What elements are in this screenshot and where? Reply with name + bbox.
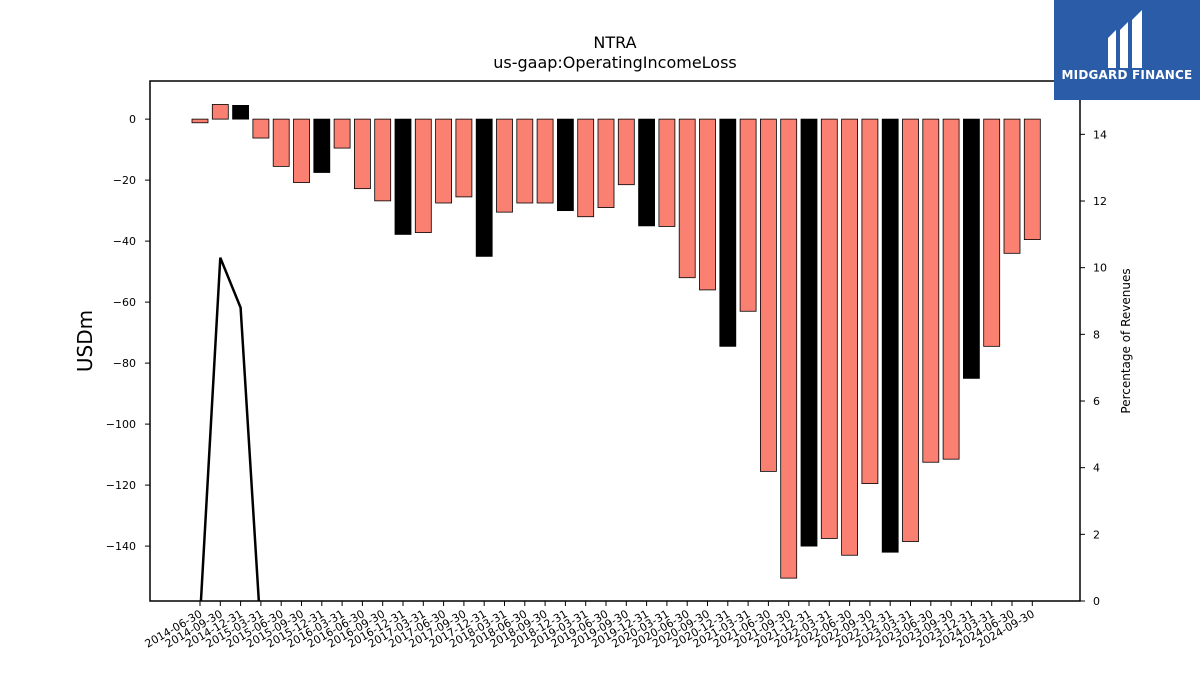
y-tick-label: −60 — [113, 296, 136, 309]
bar-2016-09-30 — [374, 118, 392, 202]
bar-2023-09-30 — [942, 118, 960, 460]
bar-2021-06-30 — [760, 118, 777, 472]
y2-tick-label: 14 — [1093, 128, 1107, 141]
bar-2015-09-30 — [293, 118, 310, 183]
bar-2021-09-30 — [780, 118, 798, 579]
y-tick-label: −120 — [106, 479, 136, 492]
bar-2018-03-31 — [496, 118, 513, 213]
chart-title: NTRA — [593, 33, 636, 52]
y2-axis-label: Percentage of Revenues — [1119, 268, 1133, 413]
y2-tick-label: 0 — [1093, 595, 1100, 608]
y-tick-label: 0 — [129, 113, 136, 126]
bar-2022-09-30 — [861, 118, 879, 484]
bar-2022-03-31 — [820, 118, 838, 539]
y2-tick-label: 8 — [1093, 328, 1100, 341]
bar-2019-06-30 — [597, 118, 615, 208]
y-tick-label: −100 — [106, 418, 136, 431]
bar-2021-12-31 — [800, 118, 818, 547]
bar-2018-12-31 — [557, 118, 574, 212]
bar-2024-06-30 — [1003, 118, 1021, 254]
y2-tick-label: 6 — [1093, 395, 1100, 408]
bar-2016-03-31 — [333, 118, 351, 149]
line-layer — [199, 257, 261, 601]
left-axis: 0 −20 −40 −60 −80 −100 −120 −140 — [106, 113, 150, 553]
bar-2016-06-30 — [353, 118, 371, 190]
percentage-line — [199, 257, 261, 601]
bar-2017-03-31 — [414, 118, 432, 233]
midgard-logo-icon — [1108, 10, 1142, 68]
bar-2023-03-31 — [902, 118, 919, 542]
bar-2020-12-31 — [719, 118, 737, 347]
y2-tick-label: 12 — [1093, 195, 1107, 208]
bar-2014-12-31 — [232, 105, 250, 120]
y-tick-label: −20 — [113, 174, 136, 187]
bar-2017-09-30 — [455, 118, 473, 198]
bar-2017-06-30 — [435, 118, 453, 204]
bars-group — [191, 104, 1041, 579]
bar-2023-12-31 — [963, 118, 980, 379]
y2-tick-label: 10 — [1093, 262, 1107, 275]
bar-2015-06-30 — [272, 118, 290, 167]
brand-logo: MIDGARD FINANCE — [1054, 0, 1200, 100]
bar-2020-03-31 — [658, 118, 676, 227]
bar-2022-06-30 — [841, 118, 858, 556]
bar-2014-06-30 — [191, 118, 209, 124]
bar-2018-09-30 — [536, 118, 554, 204]
plot-frame — [149, 80, 1081, 602]
bar-2016-12-31 — [394, 118, 412, 235]
y2-tick-label: 2 — [1093, 528, 1100, 541]
bar-2019-12-31 — [638, 118, 655, 227]
bar-2015-12-31 — [313, 118, 331, 173]
bar-2015-03-31 — [252, 118, 270, 139]
y-tick-label: −40 — [113, 235, 136, 248]
y-tick-label: −140 — [106, 540, 136, 553]
x-axis: 2014-06-302014-09-302014-12-312015-03-31… — [143, 601, 1037, 651]
y-axis-label: USDm — [73, 310, 97, 372]
bar-2019-09-30 — [617, 118, 635, 186]
bar-2024-03-31 — [983, 118, 1001, 347]
bar-2024-09-30 — [1023, 118, 1041, 240]
y2-tick-label: 4 — [1093, 462, 1100, 475]
brand-name: MIDGARD FINANCE — [1061, 68, 1193, 82]
y-tick-label: −80 — [113, 357, 136, 370]
bar-2020-09-30 — [699, 118, 716, 291]
bar-2018-06-30 — [516, 118, 534, 204]
bar-2022-12-31 — [881, 118, 899, 553]
bar-2020-06-30 — [678, 118, 696, 279]
bar-2019-03-31 — [577, 118, 595, 218]
chart-subtitle: us-gaap:OperatingIncomeLoss — [493, 53, 737, 72]
right-axis: 0 2 4 6 8 10 12 14 — [1080, 128, 1107, 608]
bar-2021-03-31 — [739, 118, 757, 312]
bar-2023-06-30 — [922, 118, 940, 463]
bar-2014-09-30 — [211, 104, 229, 120]
bar-2017-12-31 — [475, 118, 493, 257]
